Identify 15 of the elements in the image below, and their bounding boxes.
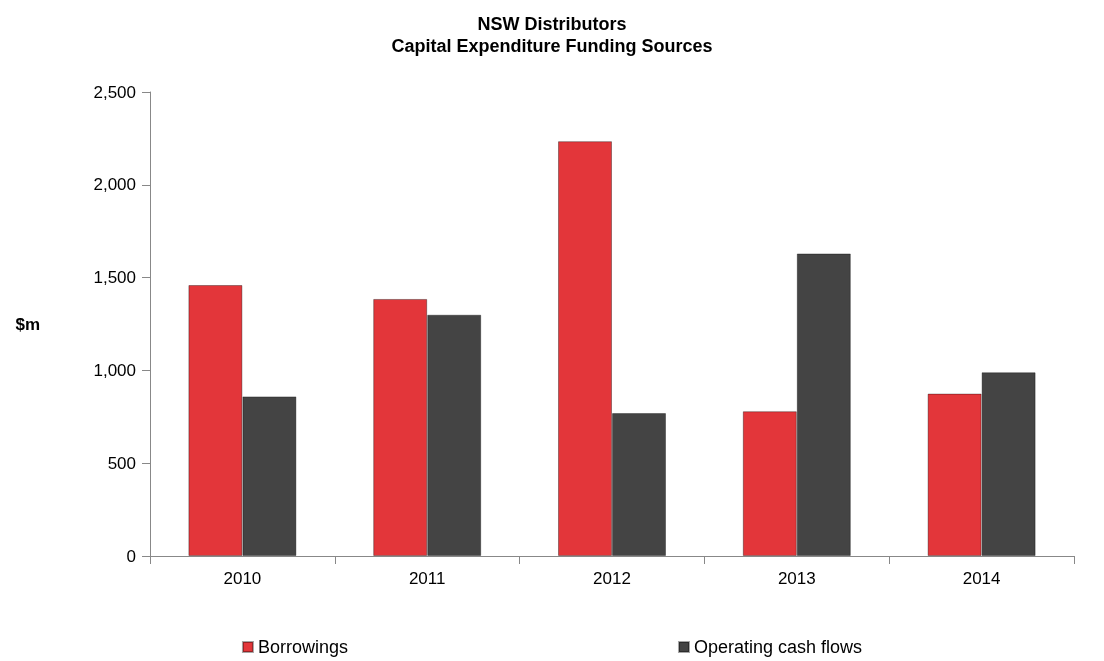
x-tick-label: 2013: [777, 569, 816, 588]
x-tick-label: 2014: [962, 569, 1001, 588]
y-tick-label: 500: [107, 453, 136, 473]
legend-label: Operating cash flows: [693, 637, 863, 657]
x-tick-label: 2011: [408, 569, 446, 588]
chart-title: NSW Distributors Capital Expenditure Funding Sources: [391, 14, 713, 56]
legend-label: Borrowings: [257, 637, 348, 657]
y-tick-label: 2,500: [93, 82, 136, 102]
x-tick-label: 2012: [593, 569, 631, 588]
y-axis-title: $m: [15, 314, 40, 334]
y-tick-label: 1,500: [93, 268, 136, 288]
y-tick-label: 0: [126, 546, 136, 566]
x-tick-label: 2010: [223, 569, 262, 588]
y-tick-label: 1,000: [93, 360, 136, 380]
y-tick-label: 2,000: [93, 175, 136, 195]
